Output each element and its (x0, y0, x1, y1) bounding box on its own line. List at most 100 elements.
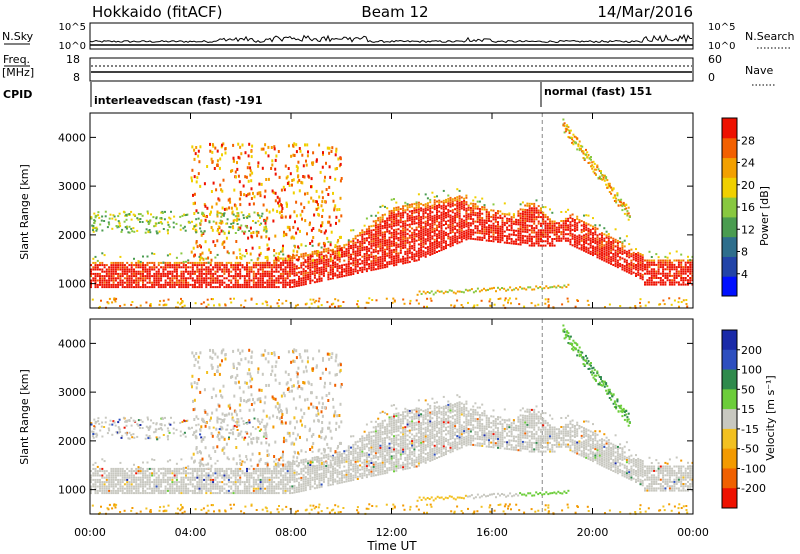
echo-cell (617, 198, 620, 201)
echo-cell (490, 224, 493, 227)
echo-cell (126, 483, 129, 486)
echo-cell (356, 265, 359, 268)
echo-cell (169, 470, 172, 473)
echo-cell (103, 283, 106, 286)
echo-cell (682, 259, 685, 262)
echo-cell (273, 283, 276, 286)
echo-cell (119, 485, 122, 488)
echo-cell (218, 268, 221, 271)
echo-cell (519, 217, 522, 220)
echo-cell (619, 258, 622, 261)
echo-cell (295, 254, 298, 257)
echo-cell (587, 214, 590, 217)
echo-cell (126, 467, 129, 470)
echo-cell (214, 277, 217, 280)
echo-cell (583, 243, 585, 246)
echo-cell (572, 140, 575, 142)
echo-cell (209, 268, 212, 271)
echo-cell (465, 223, 468, 226)
echo-cell (180, 281, 183, 284)
echo-cell (275, 281, 278, 284)
echo-cell (196, 245, 199, 249)
echo-cell (440, 222, 443, 225)
echo-cell (492, 229, 495, 232)
echo-cell (248, 213, 251, 216)
echo-cell (117, 481, 120, 484)
echo-cell (447, 219, 450, 222)
echo-cell (497, 212, 499, 215)
echo-cell (286, 275, 289, 278)
echo-cell (553, 244, 556, 247)
echo-cell (388, 225, 391, 228)
echo-cell (148, 281, 151, 284)
echo-cell (612, 255, 615, 258)
echo-cell (266, 304, 269, 307)
echo-cell (270, 266, 273, 269)
echo-cell (535, 209, 538, 212)
echo-cell (546, 216, 549, 219)
echo-cell (212, 220, 215, 223)
echo-cell (456, 213, 459, 216)
echo-cell (103, 275, 106, 278)
echo-cell (137, 478, 140, 481)
echo-cell (492, 235, 495, 238)
echo-cell (151, 266, 154, 269)
echo-cell (612, 244, 615, 247)
echo-cell (469, 235, 472, 238)
echo-cell (92, 485, 95, 488)
echo-cell (621, 248, 624, 251)
echo-cell (332, 270, 334, 273)
echo-cell (632, 262, 635, 265)
echo-cell (503, 215, 506, 218)
echo-cell (397, 223, 400, 226)
echo-cell (528, 209, 531, 212)
echo-cell (646, 261, 649, 264)
echo-cell (112, 472, 115, 475)
echo-cell (395, 246, 398, 249)
echo-cell (413, 249, 416, 251)
echo-cell (221, 279, 224, 282)
echo-cell (164, 487, 167, 490)
echo-cell (612, 196, 615, 199)
echo-cell (442, 206, 445, 209)
echo-cell (311, 253, 314, 256)
echo-cell (126, 283, 129, 286)
echo-cell (605, 258, 608, 261)
echo-cell (589, 224, 592, 227)
echo-cell (110, 472, 113, 475)
echo-cell (105, 264, 108, 267)
echo-cell (512, 231, 515, 234)
echo-cell (368, 267, 371, 270)
echo-cell (432, 293, 435, 296)
echo-cell (684, 268, 687, 271)
echo-cell (616, 193, 619, 196)
echo-cell (311, 251, 314, 253)
echo-cell (214, 266, 217, 269)
echo-cell (625, 266, 628, 269)
echo-cell (182, 277, 185, 280)
echo-cell (657, 256, 660, 259)
echo-cell (404, 233, 407, 236)
echo-cell (125, 214, 128, 216)
echo-cell (521, 287, 524, 290)
echo-cell (460, 225, 463, 227)
echo-cell (546, 242, 549, 245)
echo-cell (205, 286, 208, 289)
echo-cell (684, 277, 687, 279)
echo-cell (169, 492, 172, 495)
echo-cell (325, 250, 328, 253)
echo-cell (458, 226, 461, 228)
echo-cell (209, 272, 212, 275)
echo-cell (309, 277, 312, 280)
echo-cell (318, 278, 321, 280)
echo-cell (612, 237, 615, 240)
echo-cell (653, 270, 656, 273)
echo-cell (431, 242, 434, 244)
echo-cell (404, 226, 407, 229)
echo-cell (171, 279, 174, 282)
echo-cell (523, 287, 526, 290)
echo-cell (137, 218, 140, 221)
echo-cell (180, 286, 183, 289)
echo-cell (445, 227, 447, 230)
echo-cell (185, 268, 187, 271)
